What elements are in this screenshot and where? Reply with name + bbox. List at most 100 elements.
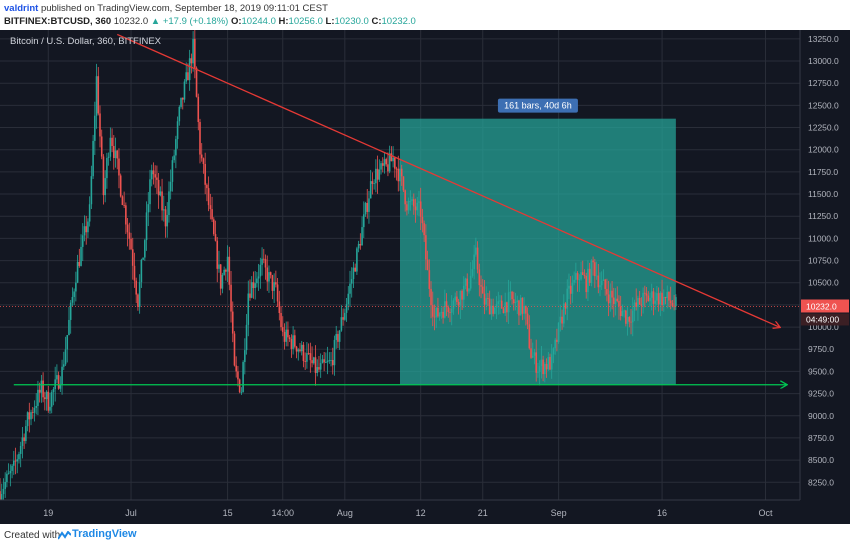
candle-body xyxy=(544,364,546,375)
candle-body xyxy=(471,269,474,276)
candle-body xyxy=(442,311,444,318)
candle-body xyxy=(378,169,381,180)
candle-body xyxy=(664,296,667,299)
candle-body xyxy=(464,278,467,286)
candle-body xyxy=(644,292,646,294)
chart-header: valdrint published on TradingView.com, S… xyxy=(0,0,850,30)
candle-body xyxy=(430,288,432,306)
candle-body xyxy=(350,279,353,284)
candle-body xyxy=(95,76,98,116)
candle-body xyxy=(375,168,377,184)
candle-body xyxy=(149,179,151,205)
candle-body xyxy=(266,267,269,282)
candle-body xyxy=(157,179,160,196)
candle-body xyxy=(23,437,25,441)
candle-body xyxy=(344,312,346,320)
candle-body xyxy=(38,389,41,393)
publish-line: valdrint published on TradingView.com, S… xyxy=(4,3,328,14)
candle-body xyxy=(438,313,441,317)
candle-body xyxy=(64,349,67,365)
drawn-lines[interactable] xyxy=(0,33,800,384)
price-tick-label: 11750.0 xyxy=(808,167,838,177)
candle-body xyxy=(87,221,89,233)
candle-body xyxy=(295,346,298,352)
candle-body xyxy=(473,254,475,270)
candle-body xyxy=(6,473,8,482)
candle-body xyxy=(283,331,286,342)
candle-body xyxy=(321,359,324,364)
candle-body xyxy=(154,174,156,178)
candle-body xyxy=(125,205,127,225)
low-label: L: xyxy=(325,16,335,27)
candle-body xyxy=(450,308,453,313)
candle-body xyxy=(85,226,88,233)
price-tick-label: 13000.0 xyxy=(808,56,839,66)
candle-body xyxy=(504,302,506,314)
price-tick-label: 11000.0 xyxy=(808,233,838,243)
candles xyxy=(0,30,677,509)
candle-body xyxy=(226,256,229,272)
candle-body xyxy=(37,389,39,406)
candle-body xyxy=(404,190,406,205)
candle-body xyxy=(521,297,524,314)
candle-body xyxy=(197,96,200,123)
tradingview-brand[interactable]: TradingView xyxy=(72,528,137,540)
candle-body xyxy=(626,316,629,324)
candle-body xyxy=(518,300,520,316)
last-price-tag: 10232.0 xyxy=(806,302,837,312)
candle-body xyxy=(602,279,605,281)
candle-body xyxy=(278,301,281,314)
candle-body xyxy=(425,235,427,260)
candle-body xyxy=(56,375,58,380)
candle-body xyxy=(144,240,146,258)
candle-body xyxy=(30,412,32,420)
time-tick-label: Aug xyxy=(337,508,353,518)
candle-body xyxy=(557,322,560,342)
candle-body xyxy=(145,212,148,241)
candle-body xyxy=(428,270,431,289)
candle-body xyxy=(21,437,24,446)
candle-body xyxy=(152,170,155,175)
candle-body xyxy=(562,303,565,324)
candle-body xyxy=(457,301,460,306)
candle-body xyxy=(318,367,320,370)
price-axis[interactable]: 8250.0 8500.0 8750.0 9000.0 9250.0 9500.0 9750… xyxy=(799,30,850,524)
candle-body xyxy=(328,360,331,361)
candle-body xyxy=(276,284,279,302)
candle-body xyxy=(147,204,150,213)
candle-body xyxy=(94,115,96,141)
candle-body xyxy=(368,198,370,212)
candle-body xyxy=(114,150,117,159)
candle-body xyxy=(90,176,93,205)
time-tick-label: 15 xyxy=(223,508,233,518)
price-axis-bg xyxy=(800,30,850,524)
candle-body xyxy=(312,357,315,364)
author-link[interactable]: valdrint xyxy=(4,3,39,14)
candle-body xyxy=(371,181,374,184)
candle-body xyxy=(106,158,108,179)
candle-body xyxy=(619,306,622,317)
candle-body xyxy=(361,227,363,246)
candle-body xyxy=(459,290,462,306)
candle-body xyxy=(326,360,329,363)
candle-body xyxy=(238,379,241,393)
candle-body xyxy=(33,407,36,413)
candle-body xyxy=(292,335,294,349)
candle-body xyxy=(287,329,289,338)
candle-body xyxy=(468,288,470,292)
candle-body xyxy=(418,201,420,203)
candle-body xyxy=(169,181,172,192)
candle-body xyxy=(466,278,469,292)
candle-body xyxy=(654,300,656,304)
candle-body xyxy=(661,292,663,306)
time-axis[interactable]: 19 Jul 15 14:00 Aug 12 21 Sep 16 Oct xyxy=(0,499,850,524)
candle-body xyxy=(456,296,458,302)
candle-body xyxy=(288,337,291,339)
candle-body xyxy=(194,38,196,68)
price-chart[interactable]: 161 bars, 40d 6h 8250.0 8500.0 8750.0 9000.… xyxy=(0,30,850,524)
candle-body xyxy=(606,288,608,295)
candle-body xyxy=(9,470,12,474)
candle-body xyxy=(12,460,15,466)
candle-body xyxy=(618,300,620,307)
range-box[interactable]: 161 bars, 40d 6h xyxy=(400,98,676,385)
